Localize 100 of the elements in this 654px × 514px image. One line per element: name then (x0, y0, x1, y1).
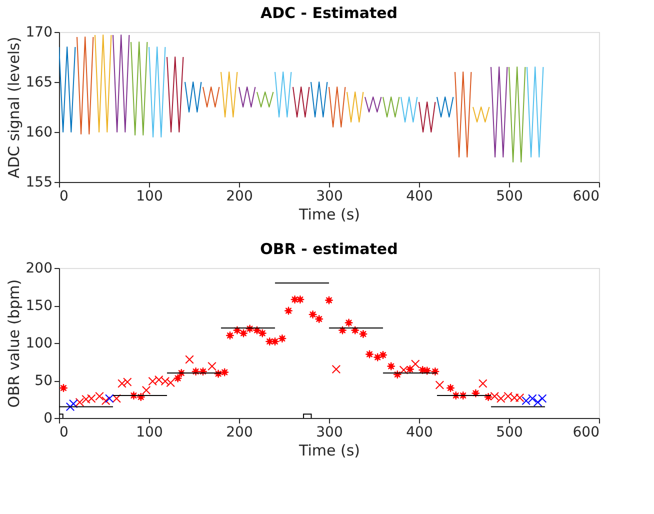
point (504, 392, 512, 401)
x-tick-label: 200 (226, 188, 253, 204)
point (510, 393, 519, 402)
point (66, 402, 75, 412)
point (185, 355, 194, 364)
chart-title: ADC - Estimated (260, 4, 398, 22)
x-axis-title: Time (s) (298, 442, 360, 460)
point (232, 326, 242, 335)
y-tick-label: 160 (26, 124, 52, 140)
point (490, 392, 499, 401)
x-tick-label: 400 (406, 188, 433, 204)
point (226, 331, 234, 340)
point (393, 370, 402, 379)
point (515, 393, 524, 402)
x-tick-label: 300 (316, 424, 343, 440)
y-tick-label: 170 (26, 24, 52, 40)
point (538, 394, 547, 403)
point (332, 364, 341, 374)
point (101, 396, 110, 406)
point (214, 369, 223, 378)
point (496, 394, 506, 403)
point (418, 366, 427, 374)
point (422, 366, 432, 376)
y-tick-label: 165 (26, 74, 52, 90)
x-tick-label: 100 (136, 424, 163, 440)
point (430, 367, 440, 376)
point (220, 368, 229, 377)
point (252, 326, 262, 335)
point (378, 350, 388, 360)
x-tick-label: 100 (136, 188, 163, 204)
point (484, 392, 493, 402)
point (148, 376, 157, 386)
point (411, 360, 420, 368)
point (87, 394, 96, 403)
point (458, 391, 468, 400)
point (75, 398, 84, 407)
point (166, 378, 175, 388)
point (478, 379, 488, 388)
x-tick-label: 400 (406, 424, 433, 440)
x-tick-label: 0 (60, 188, 68, 204)
point (350, 326, 360, 335)
point (522, 396, 530, 406)
point (471, 388, 480, 398)
point (270, 337, 280, 346)
point (59, 384, 68, 392)
point (373, 352, 382, 362)
y-tick-label: 155 (26, 174, 52, 190)
point (314, 314, 324, 324)
y-tick-label: 0 (44, 410, 52, 426)
x-tick-label: 500 (496, 188, 523, 204)
point (278, 334, 287, 343)
point (177, 368, 186, 378)
point (399, 366, 408, 374)
point (258, 328, 267, 338)
point (191, 367, 200, 376)
point (365, 350, 374, 359)
point (208, 362, 216, 371)
y-tick-label: 100 (26, 336, 52, 352)
y-tick-label: 150 (26, 298, 52, 314)
y-axis-title: ADC signal (levels) (4, 36, 23, 178)
x-tick-label: 200 (226, 424, 253, 440)
point (435, 380, 444, 390)
y-tick-label: 200 (26, 260, 52, 276)
x-tick-label: 300 (316, 188, 343, 204)
point (123, 378, 132, 386)
point (69, 399, 78, 408)
y-tick-label: 50 (34, 373, 52, 389)
point (284, 306, 293, 316)
point (112, 394, 121, 403)
point (386, 362, 396, 371)
point (446, 384, 455, 392)
chart-title: OBR - estimated (260, 240, 398, 258)
x-axis-title: Time (s) (298, 206, 360, 224)
point (338, 326, 347, 335)
y-axis-title: OBR value (bpm) (4, 279, 23, 408)
point (296, 295, 305, 304)
x-tick-label: 600 (572, 188, 600, 204)
point (324, 296, 334, 305)
x-tick-label: 600 (572, 424, 600, 440)
point (198, 367, 208, 376)
point (118, 379, 126, 388)
point (160, 376, 170, 386)
point (533, 398, 542, 407)
point (142, 386, 151, 395)
point (290, 295, 300, 304)
point (308, 310, 318, 319)
x-tick-label: 500 (496, 424, 523, 440)
point (173, 374, 182, 383)
point (452, 391, 460, 400)
point (95, 392, 104, 401)
point (136, 392, 146, 402)
x-tick-label: 0 (60, 424, 68, 440)
point (245, 324, 254, 334)
point (344, 318, 354, 328)
point (265, 337, 274, 346)
point (528, 394, 537, 403)
point (154, 375, 164, 384)
point (129, 391, 138, 400)
point (105, 394, 114, 403)
point (82, 394, 90, 404)
